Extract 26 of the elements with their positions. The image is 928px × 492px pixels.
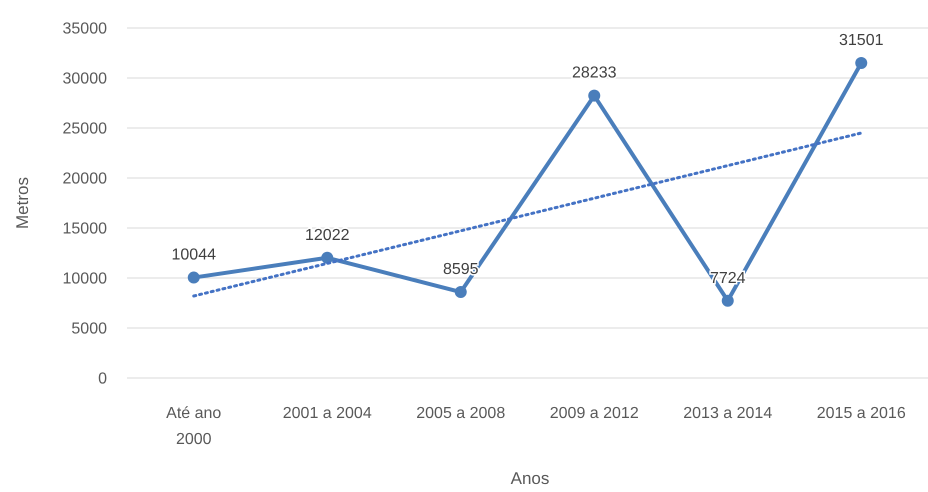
x-tick-label: Até ano 2000 bbox=[166, 405, 222, 448]
point bbox=[588, 90, 600, 102]
point bbox=[188, 272, 200, 284]
data-label: 31501 bbox=[839, 32, 884, 49]
point bbox=[321, 252, 334, 264]
data-label: 28233 bbox=[572, 64, 617, 82]
y-tick-label: 25000 bbox=[62, 120, 108, 138]
x-axis-title: Anos bbox=[510, 469, 550, 488]
data-label: 10044 bbox=[172, 246, 216, 264]
y-tick-label: 20000 bbox=[62, 170, 108, 188]
y-axis-title: Metros bbox=[13, 177, 32, 229]
y-tick-label: 5000 bbox=[71, 320, 108, 338]
x-tick-label: 2009 a 2012 bbox=[550, 405, 639, 422]
point bbox=[722, 294, 734, 307]
x-tick-label: 2005 a 2008 bbox=[416, 405, 506, 422]
x-tick-label: 2015 a 2016 bbox=[816, 405, 906, 422]
x-tick-label: 2013 a 2014 bbox=[683, 405, 772, 422]
point bbox=[454, 286, 467, 298]
data-label: 12022 bbox=[305, 226, 350, 244]
point bbox=[855, 56, 868, 69]
y-tick-label: 35000 bbox=[62, 20, 108, 38]
x-tick-label: 2001 a 2004 bbox=[282, 405, 372, 422]
y-tick-label: 0 bbox=[98, 370, 108, 388]
y-tick-label: 15000 bbox=[62, 220, 108, 238]
y-tick-label: 30000 bbox=[62, 70, 108, 88]
y-tick-label: 10000 bbox=[62, 270, 108, 288]
